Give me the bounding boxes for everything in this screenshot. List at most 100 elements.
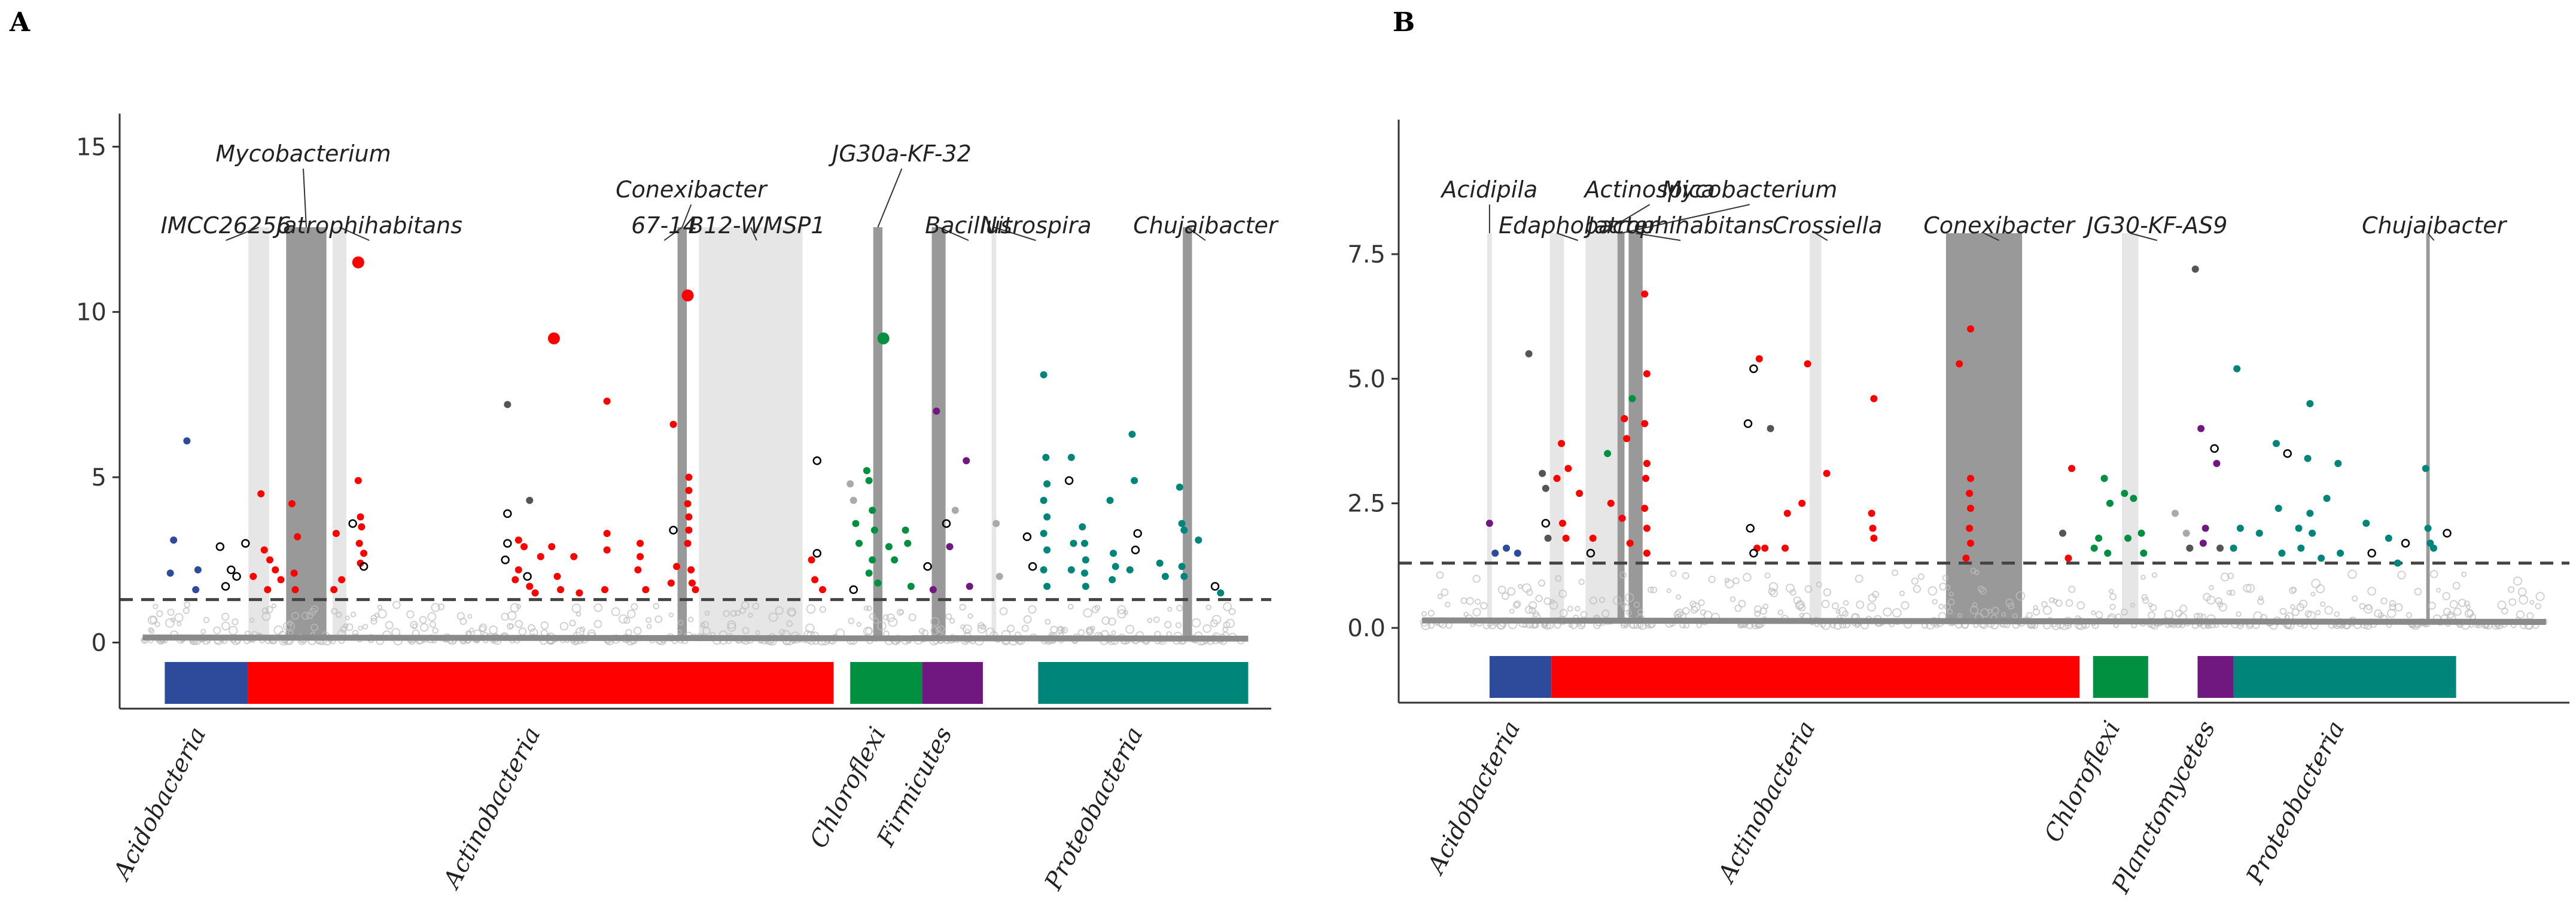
data-point-3 — [194, 566, 202, 573]
background-point — [775, 606, 784, 615]
background-point — [2363, 604, 2373, 614]
baseline-trace — [1422, 617, 2546, 625]
data-point-77 — [2210, 444, 2219, 453]
data-point-12 — [266, 556, 274, 564]
background-point — [2507, 586, 2515, 593]
background-point — [174, 613, 184, 623]
data-point-8 — [1544, 535, 1552, 542]
data-point-88 — [2295, 524, 2303, 532]
background-point — [2429, 570, 2438, 578]
background-point — [668, 612, 674, 618]
genus-band-3 — [1617, 233, 1625, 621]
background-point — [1648, 586, 1654, 593]
background-point — [1866, 602, 1876, 612]
background-point — [2142, 597, 2149, 604]
background-point — [611, 607, 620, 617]
background-point — [1676, 594, 1682, 600]
genus-band-7 — [931, 227, 946, 638]
data-point-87 — [869, 556, 876, 564]
genus-band-5 — [699, 227, 803, 638]
data-point-43 — [526, 582, 534, 590]
data-point-134 — [1131, 545, 1140, 554]
data-point-24 — [1641, 290, 1649, 298]
background-point — [1437, 593, 1443, 599]
background-point — [2226, 590, 2233, 596]
data-point-1 — [170, 536, 178, 544]
data-point-79 — [847, 480, 854, 488]
data-point-58 — [2059, 529, 2067, 537]
background-point — [888, 617, 898, 627]
data-point-72 — [688, 579, 696, 587]
genus-band-2 — [332, 227, 346, 638]
background-point — [1094, 605, 1101, 611]
background-point — [147, 615, 157, 625]
background-point — [1518, 584, 1523, 589]
background-point — [431, 603, 440, 612]
background-point — [489, 625, 498, 634]
data-point-38 — [523, 572, 532, 581]
genus-leader-4 — [1635, 233, 1681, 241]
background-point — [2215, 597, 2222, 605]
data-point-5 — [215, 542, 225, 551]
background-point — [1899, 590, 1905, 597]
background-point — [768, 612, 778, 622]
background-point — [170, 617, 175, 623]
data-point-130 — [1109, 576, 1116, 584]
background-point — [654, 615, 663, 624]
background-point — [1945, 584, 1951, 591]
background-point — [2209, 585, 2214, 591]
background-point — [2026, 612, 2033, 619]
phylum-label-proteobacteria: Proteobacteria — [1039, 722, 1149, 895]
data-point-132 — [1131, 477, 1138, 484]
background-point — [1472, 608, 1481, 617]
data-point-74 — [812, 456, 822, 465]
data-point-110 — [1042, 453, 1050, 461]
background-point — [2109, 593, 2117, 600]
background-point — [2053, 599, 2058, 604]
background-point — [1535, 594, 1543, 602]
background-point — [1932, 599, 1938, 605]
background-point — [1191, 618, 1201, 628]
background-point — [2220, 572, 2230, 582]
data-point-23 — [1626, 539, 1634, 547]
background-point — [2374, 609, 2383, 618]
background-point — [336, 611, 342, 618]
data-point-50 — [570, 553, 578, 560]
background-point — [2535, 603, 2541, 610]
background-point — [2141, 594, 2148, 601]
genus-label-jatrophihabitans: Jatrophihabitans — [272, 212, 462, 239]
background-point — [2164, 609, 2174, 620]
background-point — [309, 608, 316, 616]
data-point-73 — [692, 586, 699, 593]
background-point — [579, 626, 586, 633]
data-point-23 — [330, 586, 338, 593]
phylum-label-actinobacteria: Actinobacteria — [1712, 716, 1820, 889]
genus-band-4 — [1628, 233, 1643, 621]
data-point-93 — [891, 556, 899, 564]
background-point — [331, 608, 338, 615]
genus-leader-6 — [877, 168, 903, 228]
data-point-104 — [2424, 524, 2432, 532]
background-point — [2001, 612, 2006, 617]
background-point — [291, 612, 300, 620]
data-point-80 — [2233, 365, 2241, 373]
background-point — [886, 613, 896, 623]
data-point-63 — [2106, 499, 2114, 507]
data-point-15 — [249, 572, 257, 580]
data-point-76 — [808, 556, 815, 564]
data-point-21 — [1618, 514, 1626, 522]
background-point — [2453, 608, 2462, 616]
background-point — [261, 612, 271, 621]
background-point — [528, 624, 535, 632]
background-point — [866, 605, 872, 612]
data-point-95 — [904, 539, 912, 547]
data-point-13 — [1553, 475, 1561, 482]
phylum-label-chloroflexi: Chloroflexi — [2039, 716, 2126, 847]
chart-panel-b: Acidobacteria Actinobacteria ChloroflexiPl… — [1347, 120, 2569, 898]
background-point — [506, 623, 514, 630]
background-point — [2428, 602, 2437, 610]
data-point-124 — [1082, 556, 1089, 564]
background-point — [869, 613, 876, 620]
background-point — [626, 609, 636, 619]
data-point-106 — [2429, 544, 2437, 552]
